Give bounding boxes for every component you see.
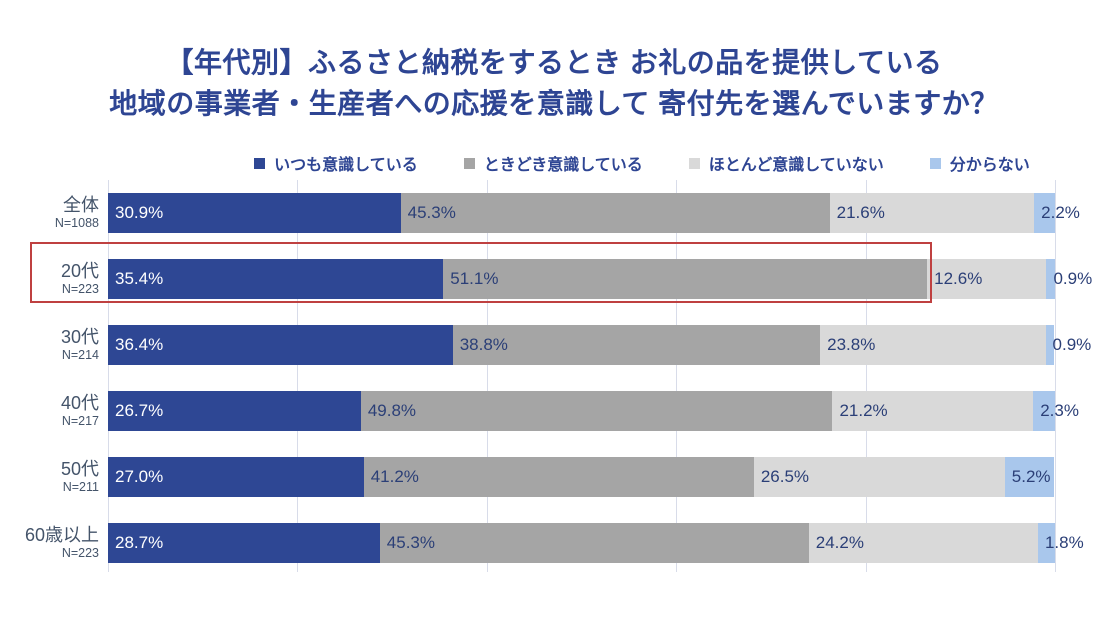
bar-segment: 5.2% — [1004, 457, 1055, 497]
chart-row: 全体 N=1088 30.9% 45.3% 21.6% 2.2% — [0, 180, 1108, 246]
value-label: 0.9% — [1053, 269, 1093, 288]
chart-title: 【年代別】ふるさと納税をするとき お礼の品を提供している 地域の事業者・生産者へ… — [0, 42, 1108, 124]
legend-item: いつも意識している — [254, 151, 418, 175]
category-label: 40代 — [60, 392, 99, 413]
value-label: 1.8% — [1044, 533, 1084, 552]
category-sample-size: N=1088 — [54, 215, 99, 230]
gridline — [865, 180, 867, 572]
bar-segment: 0.9% — [1045, 325, 1091, 365]
chart-area: 全体 N=1088 30.9% 45.3% 21.6% 2.2% 20代 N=223 35.4%… — [0, 180, 1108, 580]
value-label: 23.8% — [827, 335, 876, 354]
legend-swatch-icon — [463, 157, 475, 169]
bar-segment: 26.5% — [753, 457, 1005, 497]
category-label: 20代 — [60, 260, 99, 281]
value-label: 26.5% — [760, 467, 810, 486]
legend-item: 分からない — [929, 151, 1030, 175]
legend-item: ほとんど意識していない — [688, 151, 884, 175]
bar-track: 36.4% 38.8% 23.8% 0.9% — [108, 325, 1091, 365]
value-label: 0.9% — [1052, 335, 1092, 354]
value-label: 21.2% — [839, 401, 888, 420]
category-label: 50代 — [60, 458, 99, 479]
chart-rows: 全体 N=1088 30.9% 45.3% 21.6% 2.2% 20代 N=223 35.4%… — [0, 180, 1108, 576]
bar-segment: 35.4% — [108, 259, 444, 299]
chart-title-line2: 地域の事業者・生産者への応援を意識して 寄付先を選んでいますか？ — [109, 88, 999, 119]
category-sample-size: N=223 — [61, 545, 99, 560]
legend-label: ときどき意識している — [483, 157, 643, 174]
bar-track: 35.4% 51.1% 12.6% 0.9% — [108, 259, 1092, 299]
bar-segment: 0.9% — [1046, 259, 1092, 299]
chart-title-line1: 【年代別】ふるさと納税をするとき お礼の品を提供している — [165, 47, 943, 78]
value-label: 24.2% — [815, 533, 864, 552]
bar-segment: 2.2% — [1034, 193, 1080, 233]
value-label: 49.8% — [367, 401, 417, 420]
value-label: 41.2% — [370, 467, 419, 486]
value-label: 2.3% — [1040, 401, 1079, 420]
value-label: 26.7% — [115, 401, 164, 420]
legend-swatch-icon — [929, 157, 941, 169]
category-label: 60歳以上 — [24, 524, 99, 545]
value-label: 5.2% — [1011, 467, 1051, 486]
bar-track: 30.9% 45.3% 21.6% 2.2% — [108, 193, 1080, 233]
value-label: 30.9% — [115, 203, 164, 222]
legend-label: 分からない — [949, 157, 1030, 174]
value-label: 28.7% — [115, 533, 164, 552]
gridline — [297, 180, 299, 572]
bar-segment: 28.7% — [108, 523, 380, 563]
bar-segment: 51.1% — [443, 259, 928, 299]
bar-segment: 23.8% — [820, 325, 1046, 365]
bar-segment: 41.2% — [363, 457, 754, 497]
gridline — [486, 180, 488, 572]
bar-segment: 30.9% — [108, 193, 401, 233]
chart-row: 20代 N=223 35.4% 51.1% 12.6% 0.9% — [0, 246, 1108, 312]
value-label: 45.3% — [386, 533, 435, 552]
bar-segment: 2.3% — [1033, 391, 1079, 431]
gridline — [1055, 180, 1056, 572]
category-sample-size: N=214 — [61, 347, 99, 362]
bar-segment: 27.0% — [108, 457, 364, 497]
bar-segment: 12.6% — [927, 259, 1047, 299]
chart-row: 60歳以上 N=223 28.7% 45.3% 24.2% 1.8% — [0, 510, 1108, 576]
bar-track: 27.0% 41.2% 26.5% 5.2% — [108, 457, 1055, 497]
bar-segment: 45.3% — [379, 523, 809, 563]
value-label: 36.4% — [115, 335, 164, 354]
legend: いつも意識している ときどき意識している ほとんど意識していない 分からない — [88, 150, 1108, 176]
bar-track: 28.7% 45.3% 24.2% 1.8% — [108, 523, 1084, 563]
bar-segment: 38.8% — [452, 325, 821, 365]
bar-segment: 36.4% — [108, 325, 453, 365]
value-label: 27.0% — [115, 467, 164, 486]
chart-row: 30代 N=214 36.4% 38.8% 23.8% 0.9% — [0, 312, 1108, 378]
bar-segment: 49.8% — [360, 391, 833, 431]
chart-row: 40代 N=217 26.7% 49.8% 21.2% 2.3% — [0, 378, 1108, 444]
legend-label: ほとんど意識していない — [708, 157, 884, 174]
value-label: 35.4% — [115, 269, 164, 288]
bar-segment: 26.7% — [108, 391, 361, 431]
value-label: 21.6% — [836, 203, 885, 222]
bar-segment: 21.6% — [829, 193, 1035, 233]
gridline — [676, 180, 678, 572]
category-label: 30代 — [60, 326, 99, 347]
value-label: 2.2% — [1041, 203, 1080, 222]
legend-swatch-icon — [254, 157, 266, 169]
gridline — [108, 180, 109, 572]
value-label: 12.6% — [934, 269, 983, 288]
legend-item: ときどき意識している — [463, 151, 643, 175]
category-sample-size: N=223 — [61, 281, 99, 296]
gridlines — [108, 180, 1056, 572]
category-sample-size: N=211 — [62, 479, 99, 494]
bar-segment: 24.2% — [808, 523, 1038, 563]
bar-segment: 21.2% — [832, 391, 1034, 431]
value-label: 51.1% — [450, 269, 499, 288]
value-label: 45.3% — [407, 203, 456, 222]
value-label: 38.8% — [459, 335, 508, 354]
bar-segment: 1.8% — [1037, 523, 1084, 563]
bar-track: 26.7% 49.8% 21.2% 2.3% — [108, 391, 1079, 431]
chart-row: 50代 N=211 27.0% 41.2% 26.5% 5.2% — [0, 444, 1108, 510]
category-label: 全体 — [63, 194, 99, 215]
category-sample-size: N=217 — [61, 413, 99, 428]
legend-label: いつも意識している — [274, 157, 418, 174]
bar-segment: 45.3% — [400, 193, 830, 233]
legend-swatch-icon — [688, 157, 700, 169]
